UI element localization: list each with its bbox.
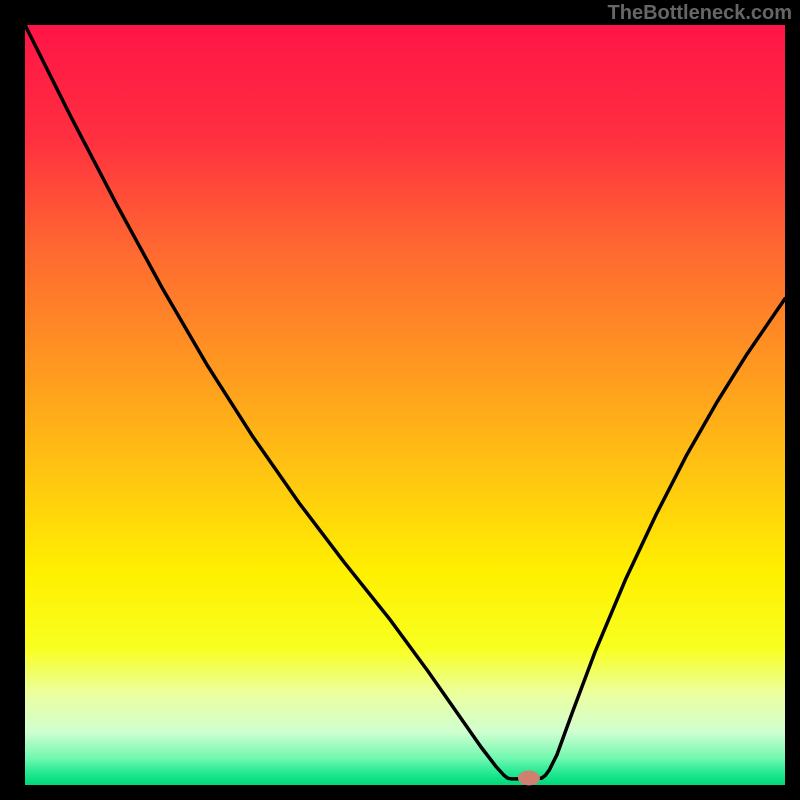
- optimum-marker: [518, 771, 540, 786]
- curve-path: [25, 25, 785, 779]
- bottleneck-curve: [25, 25, 785, 785]
- bottleneck-chart: [25, 25, 785, 785]
- attribution-text: TheBottleneck.com: [608, 2, 792, 25]
